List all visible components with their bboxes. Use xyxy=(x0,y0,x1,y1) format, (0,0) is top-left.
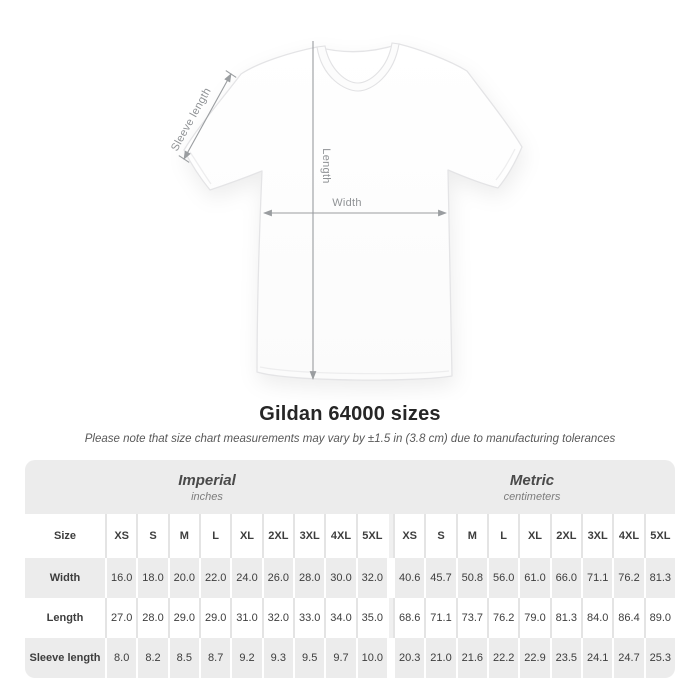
value-cell-imperial: 33.0 xyxy=(295,598,324,638)
value-cell-imperial: 35.0 xyxy=(358,598,387,638)
size-column-header: XS xyxy=(107,514,136,558)
size-column-header: 3XL xyxy=(583,514,612,558)
value-cell-metric: 20.3 xyxy=(395,638,425,678)
page-title: Gildan 64000 sizes xyxy=(259,403,441,425)
value-cell-imperial: 10.0 xyxy=(357,638,387,678)
group-gap xyxy=(389,598,393,638)
value-cell-imperial: 29.0 xyxy=(170,598,199,638)
value-cell-imperial: 31.0 xyxy=(232,598,261,638)
value-cell-metric: 81.3 xyxy=(552,598,581,638)
collar xyxy=(316,42,400,92)
tshirt-diagram: Sleeve length Length Width xyxy=(169,41,523,381)
size-column-header: 3XL xyxy=(295,514,324,558)
value-cell-metric: 73.7 xyxy=(458,598,487,638)
size-column-header: XS xyxy=(395,514,424,558)
value-cell-imperial: 8.5 xyxy=(169,638,199,678)
size-column-header: L xyxy=(201,514,230,558)
group-gap xyxy=(389,558,393,598)
value-cell-metric: 21.0 xyxy=(426,638,456,678)
value-cell-metric: 68.6 xyxy=(395,598,424,638)
value-cell-imperial: 9.7 xyxy=(326,638,356,678)
imperial-header: Imperial inches xyxy=(25,460,389,514)
size-grid: Size XS S M L XL 2XL 3XL 4XL 5XL XS S M L XL 2XL 3XL 4XL 5… xyxy=(25,514,675,678)
value-cell-imperial: 26.0 xyxy=(263,558,293,598)
value-cell-metric: 50.8 xyxy=(457,558,487,598)
value-cell-imperial: 9.3 xyxy=(263,638,293,678)
tolerance-note: Please note that size chart measurements… xyxy=(84,433,616,445)
metric-label: Metric xyxy=(509,471,555,489)
size-column-header: XL xyxy=(520,514,549,558)
value-cell-imperial: 18.0 xyxy=(138,558,168,598)
size-table: Imperial inches Metric centimeters Size X… xyxy=(25,460,675,678)
size-column-header: S xyxy=(138,514,167,558)
value-cell-imperial: 8.2 xyxy=(138,638,168,678)
value-cell-imperial: 27.0 xyxy=(107,598,136,638)
size-corner-header: Size xyxy=(53,530,76,542)
size-column-header: M xyxy=(170,514,199,558)
value-cell-metric: 21.6 xyxy=(457,638,487,678)
size-column-header: 4XL xyxy=(614,514,643,558)
row-label: Sleeve length xyxy=(25,638,105,678)
value-cell-imperial: 32.0 xyxy=(264,598,293,638)
size-column-header: 2XL xyxy=(552,514,581,558)
row-label: Width xyxy=(25,558,105,598)
length-label: Length xyxy=(320,148,332,183)
size-column-header: 5XL xyxy=(646,514,675,558)
value-cell-metric: 71.1 xyxy=(583,558,613,598)
value-cell-metric: 24.7 xyxy=(614,638,644,678)
value-cell-metric: 22.2 xyxy=(489,638,519,678)
value-cell-imperial: 28.0 xyxy=(138,598,167,638)
value-cell-metric: 66.0 xyxy=(551,558,581,598)
unit-header-band: Imperial inches Metric centimeters xyxy=(25,460,675,514)
imperial-label: Imperial xyxy=(178,471,236,489)
value-cell-metric: 84.0 xyxy=(583,598,612,638)
value-cell-metric: 25.3 xyxy=(645,638,675,678)
value-cell-metric: 45.7 xyxy=(426,558,456,598)
value-cell-imperial: 32.0 xyxy=(357,558,387,598)
value-cell-imperial: 34.0 xyxy=(326,598,355,638)
sleeve-length-arrow xyxy=(178,70,237,163)
value-cell-imperial: 30.0 xyxy=(326,558,356,598)
imperial-unit: inches xyxy=(191,490,223,503)
size-column-header: M xyxy=(458,514,487,558)
metric-unit: centimeters xyxy=(503,490,561,503)
value-cell-imperial: 28.0 xyxy=(295,558,325,598)
value-cell-metric: 23.5 xyxy=(551,638,581,678)
value-cell-metric: 40.6 xyxy=(395,558,425,598)
value-cell-metric: 86.4 xyxy=(614,598,643,638)
value-cell-imperial: 16.0 xyxy=(107,558,137,598)
row-label: Length xyxy=(46,612,84,624)
value-cell-imperial: 24.0 xyxy=(232,558,262,598)
group-gap xyxy=(389,638,393,678)
size-column-header: 5XL xyxy=(358,514,387,558)
size-column-header: XL xyxy=(232,514,261,558)
value-cell-metric: 22.9 xyxy=(520,638,550,678)
value-cell-imperial: 29.0 xyxy=(201,598,230,638)
value-cell-metric: 81.3 xyxy=(645,558,675,598)
tshirt-image xyxy=(183,42,523,381)
size-column-header: 4XL xyxy=(326,514,355,558)
group-gap xyxy=(389,514,393,558)
size-column-header: 2XL xyxy=(264,514,293,558)
value-cell-imperial: 8.0 xyxy=(107,638,137,678)
value-cell-imperial: 20.0 xyxy=(169,558,199,598)
width-label: Width xyxy=(332,197,362,209)
value-cell-imperial: 9.5 xyxy=(295,638,325,678)
value-cell-imperial: 9.2 xyxy=(232,638,262,678)
value-cell-metric: 76.2 xyxy=(489,598,518,638)
value-cell-metric: 61.0 xyxy=(520,558,550,598)
value-cell-metric: 89.0 xyxy=(646,598,675,638)
value-cell-metric: 56.0 xyxy=(489,558,519,598)
value-cell-metric: 71.1 xyxy=(426,598,455,638)
size-column-header: L xyxy=(489,514,518,558)
metric-header: Metric centimeters xyxy=(389,460,675,514)
size-column-header: S xyxy=(426,514,455,558)
value-cell-metric: 24.1 xyxy=(583,638,613,678)
value-cell-imperial: 8.7 xyxy=(201,638,231,678)
value-cell-imperial: 22.0 xyxy=(201,558,231,598)
value-cell-metric: 79.0 xyxy=(520,598,549,638)
value-cell-metric: 76.2 xyxy=(614,558,644,598)
